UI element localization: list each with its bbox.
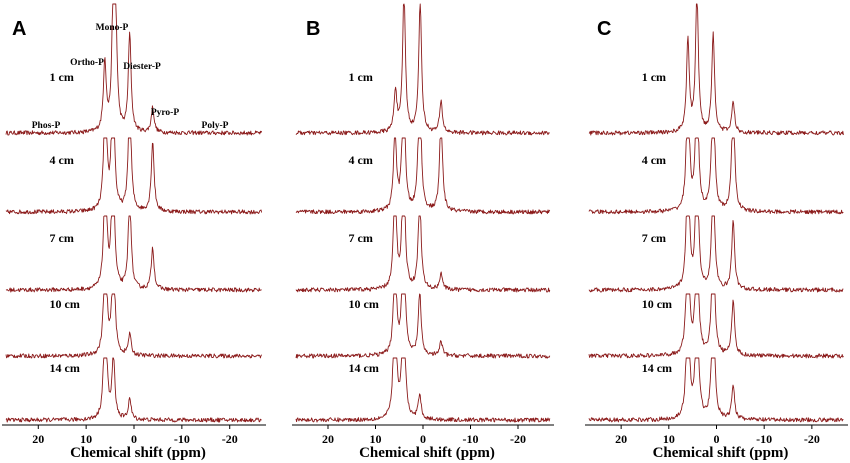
species-label: Mono-P: [96, 23, 129, 33]
depth-label: 7 cm: [349, 231, 373, 245]
species-label: Pyro-P: [151, 108, 180, 118]
spectrum-7-cm: [295, 215, 551, 293]
panel-letter: A: [12, 18, 26, 40]
x-tick-label: -20: [510, 432, 526, 446]
x-tick-label: 0: [714, 432, 720, 446]
x-tick-label: 20: [32, 432, 44, 446]
panel-b: B 20 10 0 -10 -20 Chemical shift (ppm) 1 cm 4 cm…: [292, 3, 554, 461]
spectrum-14-cm: [295, 357, 551, 423]
depth-label: 1 cm: [349, 70, 373, 84]
x-tick-label: -20: [804, 432, 820, 446]
spectrum-4-cm: [295, 137, 551, 215]
x-tick-label: 0: [420, 432, 426, 446]
spectrum-7-cm: [5, 215, 262, 293]
x-tick-label: 0: [131, 432, 137, 446]
depth-label: 14 cm: [50, 361, 80, 375]
species-label: Ortho-P: [70, 58, 104, 68]
x-tick-label: -10: [174, 432, 190, 446]
depth-label: 4 cm: [50, 153, 74, 167]
panel-letter: C: [597, 18, 611, 40]
depth-label: 1 cm: [50, 70, 74, 84]
depth-label: 4 cm: [642, 153, 666, 167]
spectrum-1-cm: [588, 3, 844, 136]
depth-label: 10 cm: [642, 297, 672, 311]
species-label: Phos-P: [32, 121, 61, 131]
depth-label: 14 cm: [642, 361, 672, 375]
depth-label: 14 cm: [349, 361, 379, 375]
x-tick-label: -10: [463, 432, 479, 446]
species-label: Poly-P: [202, 121, 229, 131]
spectrum-14-cm: [588, 357, 844, 423]
spectrum-14-cm: [5, 357, 262, 423]
depth-label: 7 cm: [50, 231, 74, 245]
x-tick-label: 10: [80, 432, 92, 446]
spectrum-10-cm: [5, 293, 262, 359]
x-tick-label: -20: [222, 432, 238, 446]
depth-label: 4 cm: [349, 153, 373, 167]
spectrum-7-cm: [588, 215, 844, 293]
panel-c: C 20 10 0 -10 -20 Chemical shift (ppm) 1 cm 4 cm…: [585, 3, 848, 461]
spectrum-1-cm: [5, 3, 263, 136]
panel-a: A 20 10 0 -10 -20 Chemical shift (ppm) 1 cm 4 cm…: [2, 3, 266, 461]
x-tick-label: 20: [615, 432, 627, 446]
spectrum-10-cm: [588, 293, 844, 359]
x-tick-label: -10: [756, 432, 772, 446]
spectrum-1-cm: [295, 3, 550, 136]
depth-label: 1 cm: [642, 70, 666, 84]
species-label: Diester-P: [123, 62, 161, 72]
panel-letter: B: [306, 18, 320, 40]
x-tick-label: 20: [322, 432, 334, 446]
depth-label: 10 cm: [349, 297, 379, 311]
spectrum-4-cm: [5, 137, 263, 215]
x-axis-title: Chemical shift (ppm): [70, 445, 206, 461]
spectrum-4-cm: [588, 137, 844, 215]
x-axis-title: Chemical shift (ppm): [653, 445, 789, 461]
x-tick-label: 10: [663, 432, 675, 446]
depth-label: 7 cm: [642, 231, 666, 245]
x-axis-title: Chemical shift (ppm): [359, 445, 495, 461]
depth-label: 10 cm: [50, 297, 80, 311]
spectrum-10-cm: [295, 293, 551, 359]
x-tick-label: 10: [370, 432, 382, 446]
